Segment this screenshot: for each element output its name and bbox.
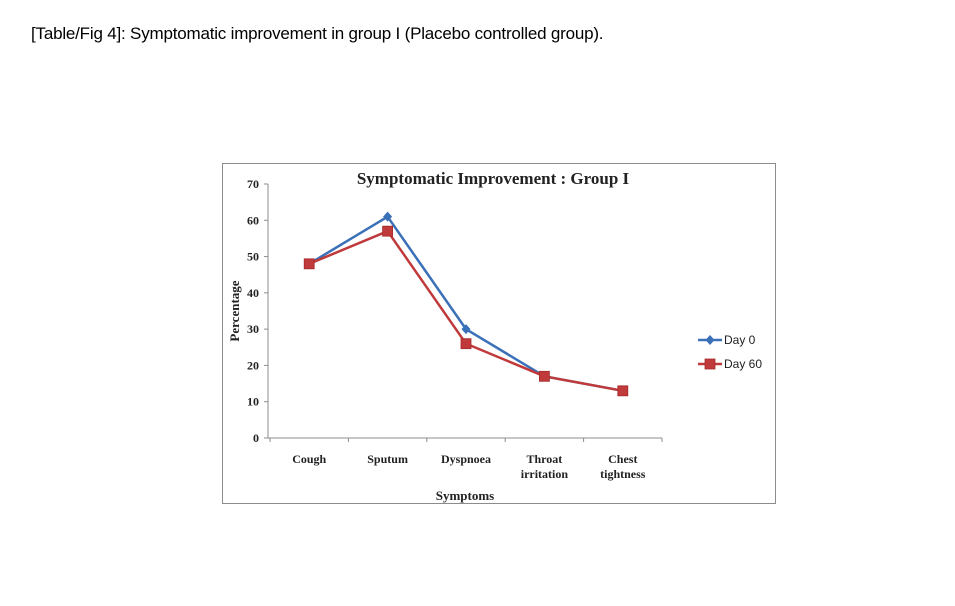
x-ticks: Cough Sputum Dyspnoea Throat irritation Chest… [269, 438, 663, 481]
legend-label: Day 60 [724, 357, 762, 371]
data-point [382, 225, 394, 237]
chart-frame [222, 163, 776, 504]
data-point [460, 338, 472, 350]
y-tick-label: 50 [247, 250, 259, 264]
legend-item: Day 60 [698, 357, 762, 371]
data-point [461, 324, 471, 335]
legend-label: Day 0 [724, 333, 756, 347]
series-day-60 [303, 225, 629, 397]
series-line [308, 215, 624, 393]
x-tick-label-line: irritation [521, 467, 569, 481]
series-day-0 [304, 211, 628, 396]
axes [267, 184, 662, 439]
x-tick-label-line: tightness [600, 467, 646, 481]
data-point [539, 370, 550, 382]
legend-item: Day 0 [698, 333, 756, 347]
x-tick-label-line: Throat [527, 452, 563, 466]
y-tick-label: 40 [247, 286, 259, 300]
y-tick-label: 30 [247, 322, 259, 336]
y-tick-label: 10 [247, 395, 259, 409]
series-group [303, 211, 629, 397]
legend-marker [704, 358, 716, 370]
y-ticks: 0 10 20 30 40 50 60 70 [247, 177, 268, 445]
series-line [308, 229, 624, 393]
y-axis-label: Percentage [227, 280, 242, 341]
x-axis-label: Symptoms [436, 488, 495, 503]
x-tick-label-line: Dyspnoea [441, 452, 491, 466]
data-point [617, 385, 629, 397]
data-point [383, 211, 393, 222]
y-tick-label: 60 [247, 213, 259, 227]
data-point [303, 258, 315, 270]
x-tick-label-line: Cough [292, 452, 326, 466]
y-tick-label: 70 [247, 177, 259, 191]
x-tick-label: Dyspnoea [441, 452, 491, 466]
y-tick-label: 20 [247, 358, 259, 372]
x-tick-label: Sputum [367, 452, 408, 466]
x-tick-label: Throat irritation [521, 452, 569, 481]
legend: Day 0 Day 60 [698, 333, 762, 371]
y-tick-label: 0 [253, 431, 259, 445]
x-tick-label: Cough [292, 452, 326, 466]
chart-title: Symptomatic Improvement : Group I [357, 169, 630, 188]
x-tick-label-line: Chest [608, 452, 637, 466]
figure-caption: [Table/Fig 4]: Symptomatic improvement i… [31, 24, 604, 43]
legend-marker [705, 335, 715, 345]
x-tick-label-line: Sputum [367, 452, 408, 466]
x-tick-label: Chest tightness [600, 452, 646, 481]
